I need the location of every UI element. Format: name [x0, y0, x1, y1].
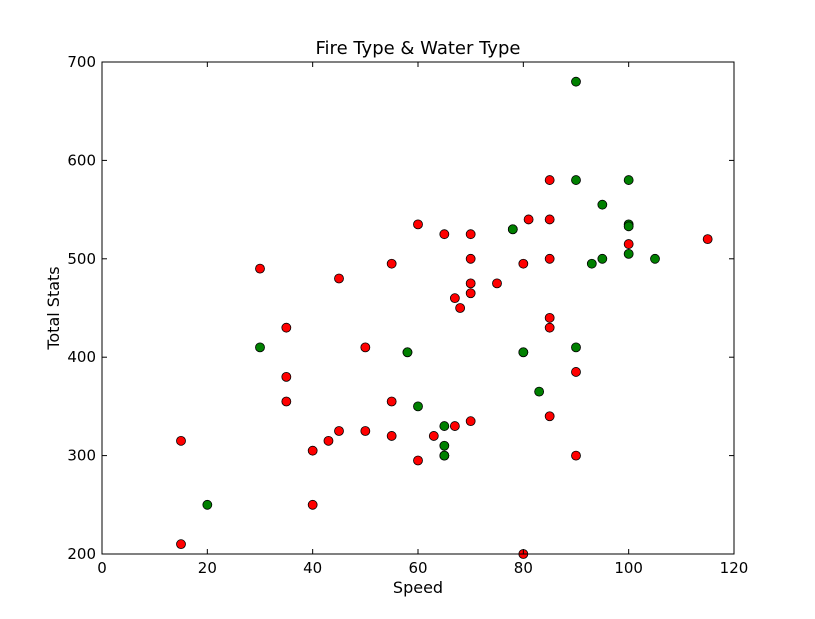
y-tick-label: 600 [67, 151, 96, 169]
data-point [571, 76, 581, 87]
data-point [544, 322, 555, 333]
data-point [386, 258, 397, 269]
series-0 [176, 175, 713, 559]
data-point [334, 426, 344, 436]
data-point [402, 347, 413, 358]
data-point [534, 386, 545, 397]
data-point [449, 293, 460, 304]
x-tick-label: 120 [720, 559, 749, 577]
data-point [586, 258, 597, 269]
data-point [428, 431, 439, 441]
data-point [544, 253, 555, 264]
data-point [623, 175, 634, 185]
x-tick-label: 0 [97, 559, 107, 577]
data-point [202, 499, 213, 510]
data-point [702, 234, 713, 245]
series-1 [202, 76, 660, 510]
data-point [323, 435, 334, 446]
data-point [571, 342, 581, 353]
data-point [544, 312, 555, 323]
data-point [455, 303, 466, 313]
data-point [571, 175, 581, 185]
y-tick-label: 300 [67, 447, 96, 465]
data-point [465, 416, 476, 427]
data-point [281, 322, 292, 333]
data-point [623, 221, 634, 232]
data-point [360, 426, 371, 436]
data-point [544, 175, 555, 185]
data-point [571, 450, 581, 461]
x-tick-label: 100 [614, 559, 643, 577]
data-point [334, 273, 344, 284]
data-point [449, 421, 460, 431]
data-point [465, 229, 476, 240]
data-point [597, 199, 608, 210]
data-point [492, 278, 502, 289]
x-axis-label: Speed [393, 578, 443, 597]
y-tick-label: 700 [67, 53, 96, 71]
chart-title: Fire Type & Water Type [316, 38, 521, 59]
y-tick-label: 200 [67, 545, 96, 563]
data-point [439, 229, 450, 240]
data-point [413, 219, 423, 230]
y-axis-label: Total Stats [44, 266, 63, 350]
data-point [623, 248, 634, 259]
data-point [281, 396, 292, 407]
data-point [544, 214, 555, 225]
data-point [307, 499, 318, 510]
data-point [413, 401, 423, 412]
data-point [571, 367, 581, 377]
data-point [465, 278, 476, 289]
y-tick-label: 400 [67, 348, 96, 366]
x-tick-label: 40 [303, 559, 322, 577]
data-point [518, 258, 529, 269]
data-point [176, 435, 186, 446]
y-tick-label: 500 [67, 250, 96, 268]
data-point [307, 445, 318, 456]
data-point [360, 342, 371, 353]
data-point [439, 421, 450, 431]
data-point [507, 224, 518, 235]
data-point [439, 450, 450, 461]
data-point [465, 253, 476, 264]
data-point [518, 347, 529, 358]
data-point [255, 342, 265, 353]
data-point [413, 455, 423, 466]
data-point [386, 431, 397, 441]
data-point [176, 539, 186, 550]
x-tick-label: 60 [408, 559, 427, 577]
data-point [597, 253, 608, 264]
x-tick-label: 80 [514, 559, 533, 577]
data-point [465, 288, 476, 299]
data-point [386, 396, 397, 407]
data-point [544, 411, 555, 422]
data-point [439, 440, 450, 451]
x-tick-label: 20 [198, 559, 217, 577]
data-point [650, 253, 660, 264]
data-point [623, 239, 634, 249]
data-point [523, 214, 534, 225]
data-point [255, 263, 265, 274]
data-point [281, 371, 292, 382]
